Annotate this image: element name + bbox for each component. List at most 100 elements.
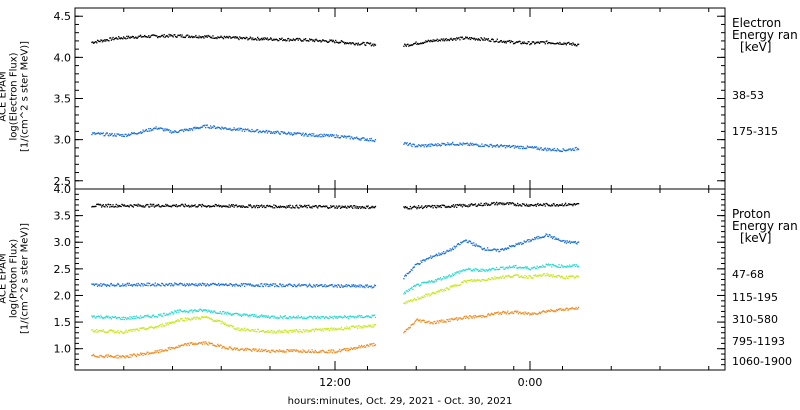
- data-point: [205, 341, 207, 343]
- data-point: [421, 296, 424, 298]
- data-point: [301, 206, 303, 208]
- data-point: [109, 329, 111, 331]
- data-point: [533, 312, 535, 314]
- data-point: [478, 245, 481, 248]
- data-point: [127, 134, 129, 137]
- data-point: [557, 308, 559, 310]
- data-point: [287, 283, 290, 286]
- data-point: [303, 38, 305, 40]
- data-point: [470, 242, 472, 245]
- data-point: [109, 206, 111, 208]
- data-point: [518, 266, 520, 269]
- data-point: [163, 205, 165, 207]
- data-point: [304, 206, 307, 208]
- data-point: [140, 205, 143, 207]
- data-point: [530, 313, 532, 315]
- data-point: [566, 307, 568, 310]
- data-point: [232, 129, 234, 131]
- data-point: [103, 356, 105, 359]
- data-point: [332, 39, 334, 42]
- data-point: [365, 285, 368, 287]
- data-point: [313, 329, 315, 331]
- data-point: [303, 316, 305, 318]
- data-point: [499, 145, 501, 147]
- data-point: [101, 285, 103, 287]
- data-point: [357, 42, 360, 44]
- data-point: [369, 206, 371, 209]
- data-point: [453, 144, 455, 146]
- data-point: [257, 316, 259, 318]
- data-point: [494, 276, 496, 278]
- data-point: [528, 312, 530, 314]
- data-point: [529, 268, 531, 271]
- data-point: [577, 203, 579, 205]
- data-point: [119, 285, 121, 287]
- data-point: [296, 285, 298, 288]
- data-point: [167, 36, 169, 38]
- data-point: [528, 268, 530, 270]
- data-point: [180, 36, 182, 38]
- data-point: [538, 265, 541, 268]
- series-115-195: [91, 233, 580, 289]
- data-point: [512, 40, 514, 43]
- data-point: [123, 318, 126, 321]
- data-point: [362, 207, 364, 209]
- data-point: [261, 130, 264, 133]
- data-point: [499, 41, 501, 43]
- data-point: [289, 204, 291, 206]
- data-point: [107, 354, 109, 356]
- data-point: [261, 348, 263, 351]
- data-point: [562, 239, 564, 242]
- data-point: [517, 310, 519, 312]
- data-point: [310, 351, 312, 354]
- data-point: [104, 356, 106, 358]
- data-point: [367, 315, 369, 317]
- data-point: [213, 125, 216, 128]
- data-point: [256, 129, 258, 131]
- data-point: [408, 142, 411, 145]
- data-point: [103, 330, 105, 333]
- data-point: [364, 316, 366, 318]
- data-point: [347, 327, 349, 330]
- data-point: [99, 330, 101, 332]
- legend-item-1060-1900: 1060-1900: [732, 355, 792, 368]
- data-point: [187, 318, 190, 321]
- data-point: [129, 37, 131, 39]
- data-point: [99, 317, 101, 319]
- data-point: [478, 145, 481, 147]
- data-point: [158, 324, 160, 327]
- data-point: [547, 147, 549, 150]
- data-point: [328, 329, 330, 332]
- data-point: [413, 285, 415, 288]
- data-point: [447, 143, 450, 145]
- data-point: [319, 317, 321, 320]
- data-point: [437, 291, 439, 293]
- data-point: [303, 329, 305, 331]
- data-point: [296, 204, 298, 206]
- data-point: [316, 329, 318, 331]
- data-point: [413, 266, 416, 268]
- data-point: [493, 278, 495, 280]
- data-point: [340, 316, 342, 318]
- data-point: [145, 36, 147, 38]
- data-point: [259, 205, 261, 207]
- data-point: [181, 283, 183, 285]
- data-point: [499, 40, 502, 42]
- data-point: [105, 39, 108, 41]
- data-point: [116, 206, 118, 208]
- data-point: [154, 350, 156, 352]
- data-point: [254, 315, 256, 318]
- data-point: [572, 147, 574, 150]
- data-point: [151, 34, 153, 36]
- data-point: [300, 206, 302, 208]
- data-point: [317, 40, 319, 42]
- data-point: [317, 351, 319, 354]
- data-point: [96, 42, 98, 44]
- data-point: [518, 40, 520, 42]
- data-point: [546, 310, 548, 312]
- data-point: [208, 310, 210, 312]
- data-point: [230, 129, 232, 131]
- data-point: [241, 38, 243, 40]
- data-point: [233, 127, 235, 129]
- data-point: [287, 206, 289, 208]
